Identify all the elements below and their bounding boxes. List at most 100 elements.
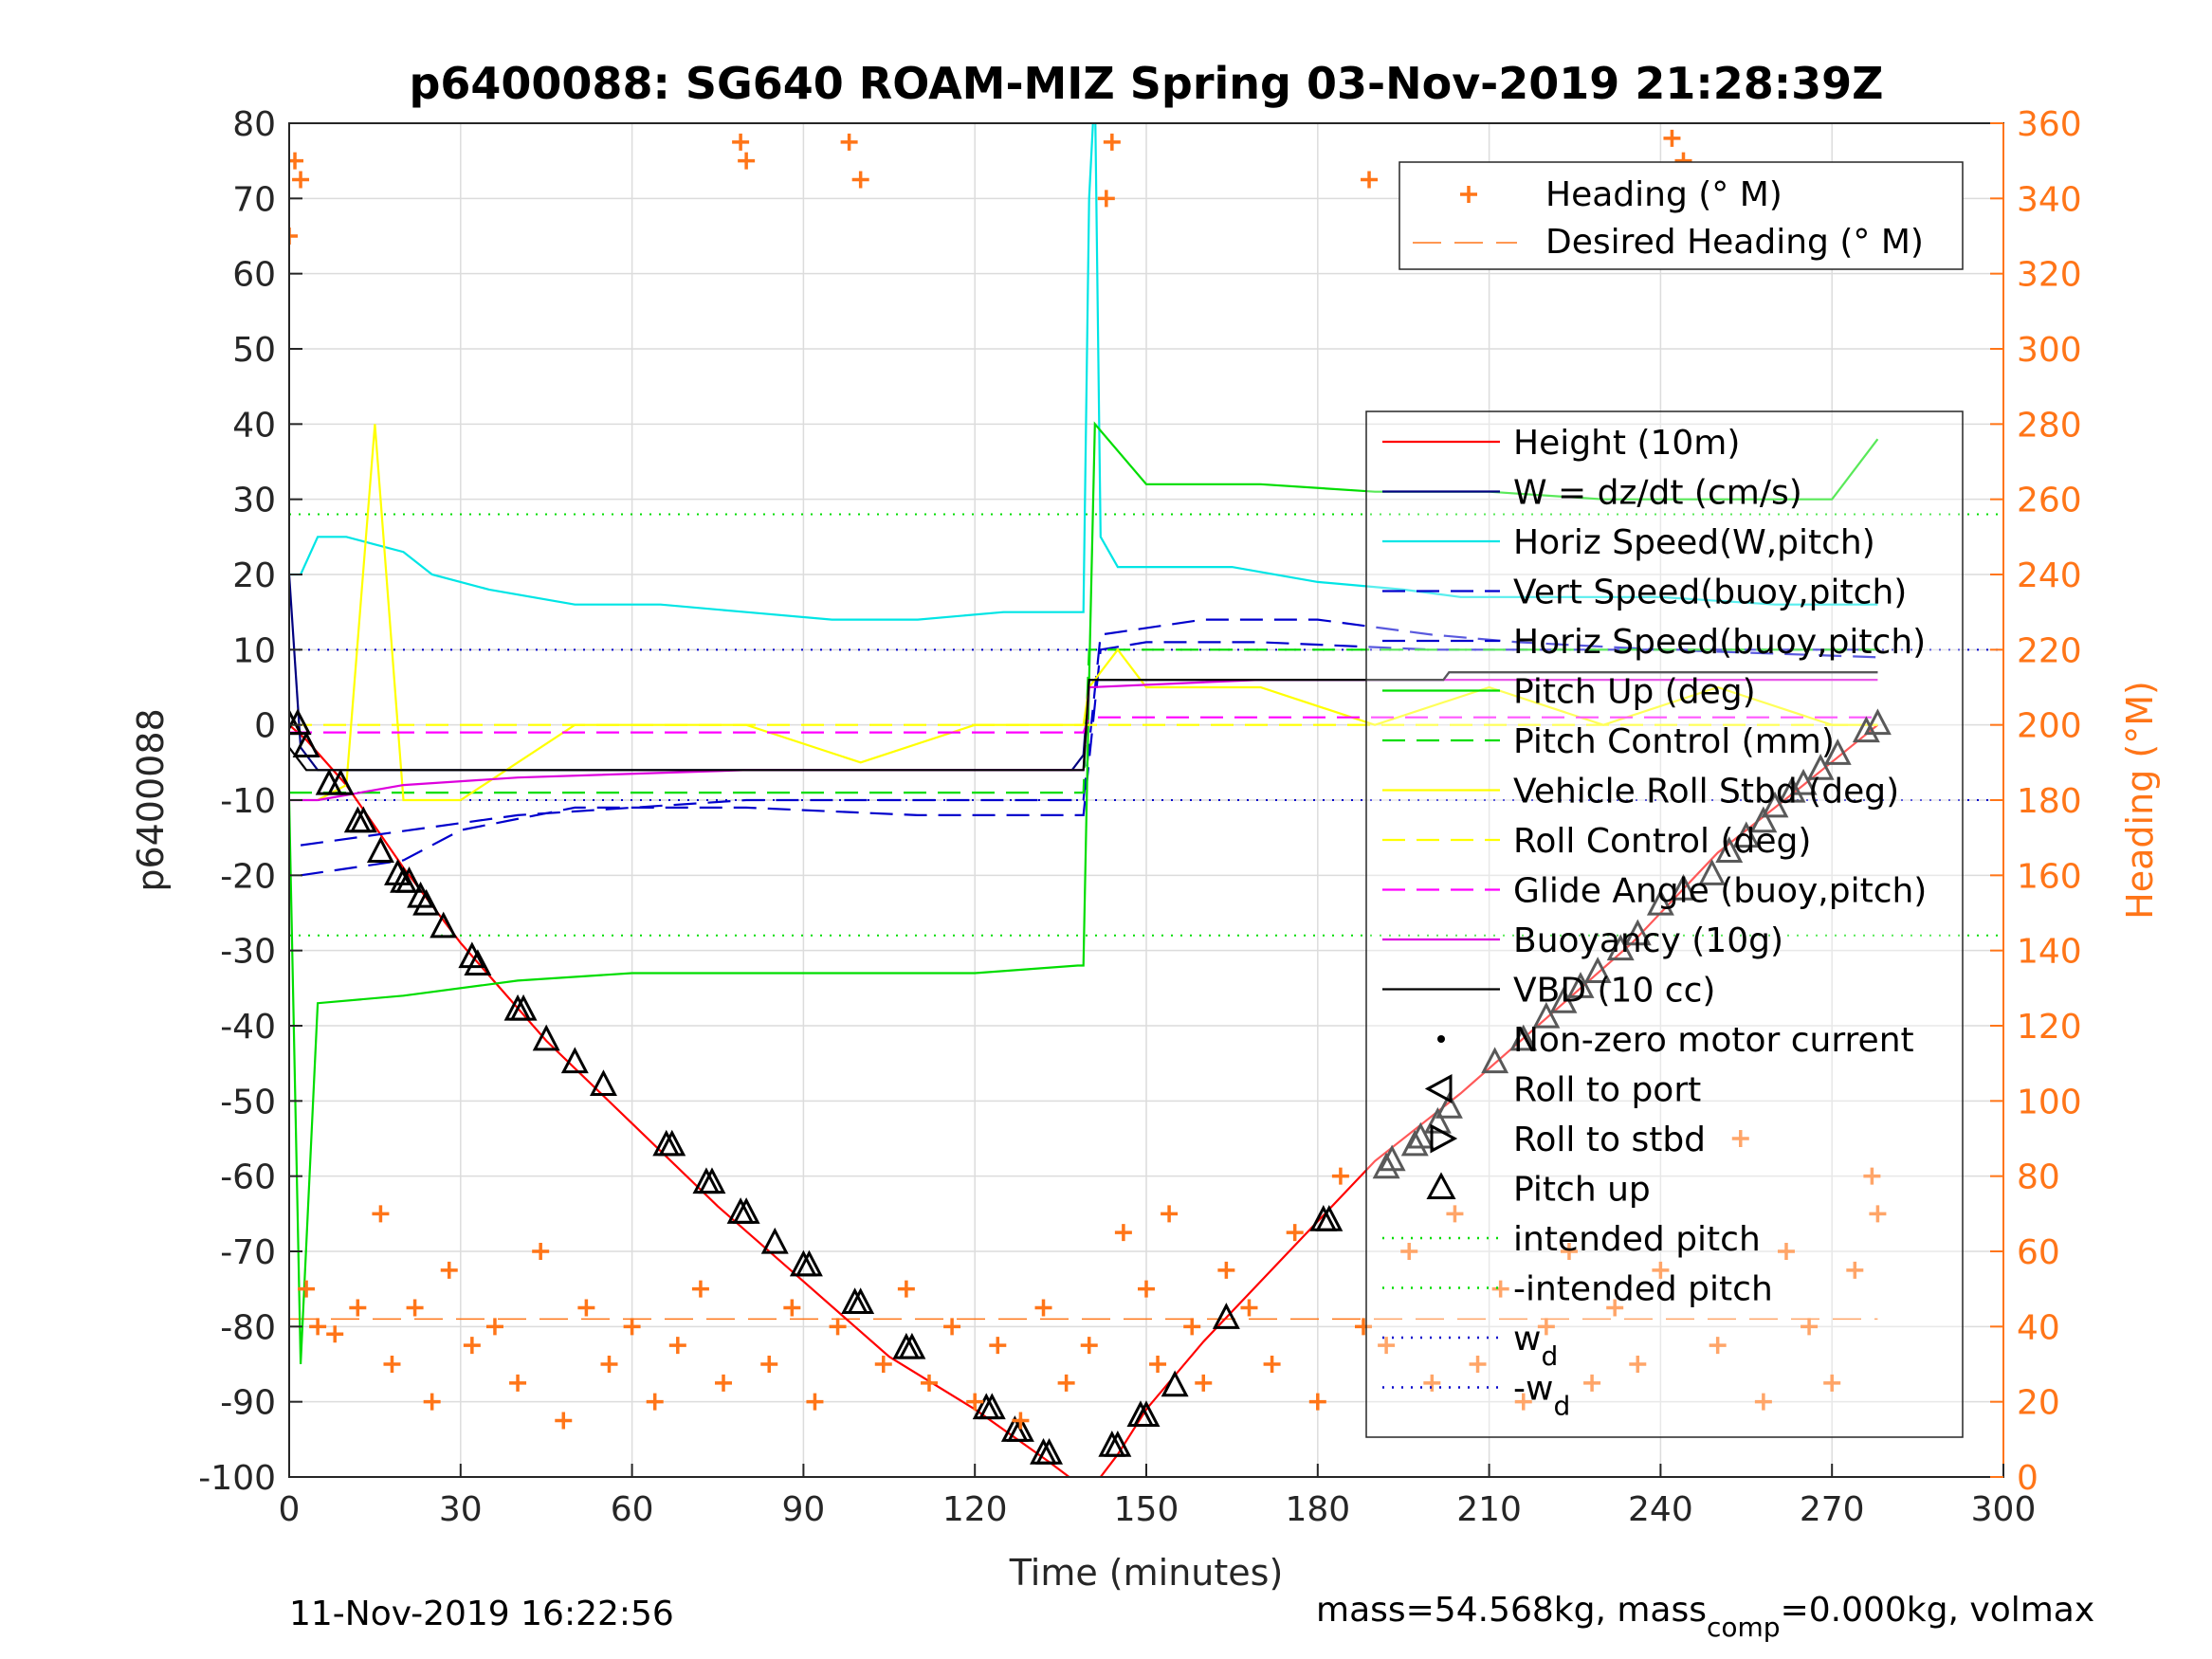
heading-point xyxy=(1263,1356,1281,1373)
y-right-tick-label: 340 xyxy=(2017,180,2082,219)
y-left-tick-label: 70 xyxy=(232,180,276,219)
heading-point xyxy=(383,1356,401,1373)
heading-point xyxy=(463,1337,481,1355)
heading-point xyxy=(1514,1393,1532,1411)
pitch-up-marker xyxy=(1806,754,1835,780)
legend-label: Glide Angle (buoy,pitch) xyxy=(1513,872,1927,911)
heading-point xyxy=(1114,1224,1132,1242)
x-tick-label: 180 xyxy=(1285,1490,1350,1529)
heading-point xyxy=(1823,1374,1841,1392)
pitch-up-marker xyxy=(1670,873,1697,901)
pitch-up-marker xyxy=(532,1024,560,1051)
series-vehicle-roll-stbd-deg xyxy=(317,424,1878,802)
heading-point xyxy=(555,1412,573,1430)
series-horiz-speed-w-pitch xyxy=(289,123,1878,621)
y-right-tick-label: 60 xyxy=(2017,1233,2060,1272)
y-right-tick-label: 300 xyxy=(2017,331,2082,370)
y-left-tick-label: -90 xyxy=(220,1384,276,1423)
heading-point xyxy=(1286,1224,1304,1242)
x-tick-label: 90 xyxy=(781,1490,825,1529)
legend-label: Horiz Speed(W,pitch) xyxy=(1513,523,1875,562)
y-left-tick-label: 50 xyxy=(232,331,276,370)
y-right-tick-label: 180 xyxy=(2017,782,2082,821)
legend-label: Roll to port xyxy=(1513,1071,1701,1110)
legend-label: Pitch up xyxy=(1513,1171,1651,1210)
pitch-up-marker xyxy=(1732,821,1761,848)
y-right-tick-label: 220 xyxy=(2017,631,2082,670)
y-axis-label-left: p6400088 xyxy=(130,708,172,891)
pitch-up-marker xyxy=(1423,1106,1452,1134)
y-left-tick-label: -20 xyxy=(220,857,276,896)
heading-point xyxy=(440,1261,458,1279)
series-horiz-speed-buoy-pitch xyxy=(300,618,1878,847)
heading-point xyxy=(1652,1261,1670,1279)
y-left-tick-label: -10 xyxy=(220,782,276,821)
legend-label: intended pitch xyxy=(1513,1220,1761,1259)
pitch-up-marker xyxy=(1749,806,1778,833)
heading-point xyxy=(1240,1299,1258,1317)
heading-point xyxy=(1423,1374,1441,1392)
y-left-tick-label: 60 xyxy=(232,256,276,295)
heading-point xyxy=(646,1393,664,1411)
footer-timestamp: 11-Nov-2019 16:22:56 xyxy=(289,1595,674,1633)
pitch-up-marker xyxy=(430,911,458,939)
heading-point xyxy=(1731,1130,1749,1147)
x-tick-label: 240 xyxy=(1628,1490,1693,1529)
pitch-up-marker xyxy=(412,888,441,916)
heading-point xyxy=(1138,1280,1155,1298)
heading-point xyxy=(1663,129,1681,147)
legend-swatch xyxy=(1426,1172,1456,1199)
heading-point xyxy=(623,1318,641,1336)
chart-title: p6400088: SG640 ROAM-MIZ Spring 03-Nov-2… xyxy=(409,58,1883,109)
heading-point xyxy=(577,1299,595,1317)
pitch-up-marker xyxy=(658,1129,686,1157)
series-vbd-10-cc xyxy=(289,671,1878,772)
y-right-tick-label: 280 xyxy=(2017,406,2082,445)
y-left-tick-label: 80 xyxy=(232,105,276,144)
heading-point xyxy=(1057,1374,1075,1392)
heading-point xyxy=(989,1337,1007,1355)
heading-point xyxy=(1583,1374,1601,1392)
pitch-up-marker xyxy=(1566,972,1595,998)
y-right-tick-label: 140 xyxy=(2017,933,2082,972)
pitch-up-marker xyxy=(1006,1415,1034,1442)
heading-point xyxy=(1869,1205,1887,1223)
y-left-tick-label: 20 xyxy=(232,556,276,595)
heading-point xyxy=(1709,1337,1727,1355)
legend-heading-box xyxy=(1398,161,1964,270)
y-axis-label-right: Heading (°M) xyxy=(2119,681,2161,920)
heading-point xyxy=(840,133,858,151)
y-left-tick-label: 10 xyxy=(232,631,276,670)
pitch-up-marker xyxy=(1132,1400,1161,1428)
series-layer xyxy=(289,123,2003,1477)
pitch-up-marker xyxy=(1372,1152,1400,1179)
legend-label: -wd xyxy=(1513,1370,1570,1422)
series-pitch-up-deg xyxy=(289,421,1879,1365)
y-left-tick-label: -60 xyxy=(220,1158,276,1197)
heading-point xyxy=(1080,1337,1098,1355)
heading-point xyxy=(485,1318,503,1336)
pitch-up-marker xyxy=(589,1069,617,1096)
y-right-tick-label: 40 xyxy=(2017,1308,2060,1347)
heading-point xyxy=(1034,1299,1052,1317)
heading-point xyxy=(292,171,310,189)
heading-point xyxy=(406,1299,424,1317)
y-right-tick-label: 100 xyxy=(2017,1083,2082,1121)
series-heading-m xyxy=(289,129,1887,1430)
y-right-tick-label: 200 xyxy=(2017,707,2082,746)
legend-label: Vert Speed(buoy,pitch) xyxy=(1513,574,1907,612)
pitch-up-marker xyxy=(1852,716,1880,743)
heading-point xyxy=(1446,1205,1464,1223)
pitch-up-marker xyxy=(1315,1205,1344,1231)
legend-label: Vehicle Roll Stbd (deg) xyxy=(1513,773,1899,811)
series-pitch-up xyxy=(289,708,1892,1465)
y-right-tick-label: 160 xyxy=(2017,857,2082,896)
pitch-up-marker xyxy=(289,708,312,736)
pitch-up-marker xyxy=(732,1197,760,1224)
x-tick-label: 0 xyxy=(279,1490,301,1529)
pitch-up-marker xyxy=(395,866,424,893)
x-tick-label: 150 xyxy=(1114,1490,1179,1529)
pitch-up-marker xyxy=(898,1332,926,1359)
y-left-tick-label: -40 xyxy=(220,1008,276,1047)
